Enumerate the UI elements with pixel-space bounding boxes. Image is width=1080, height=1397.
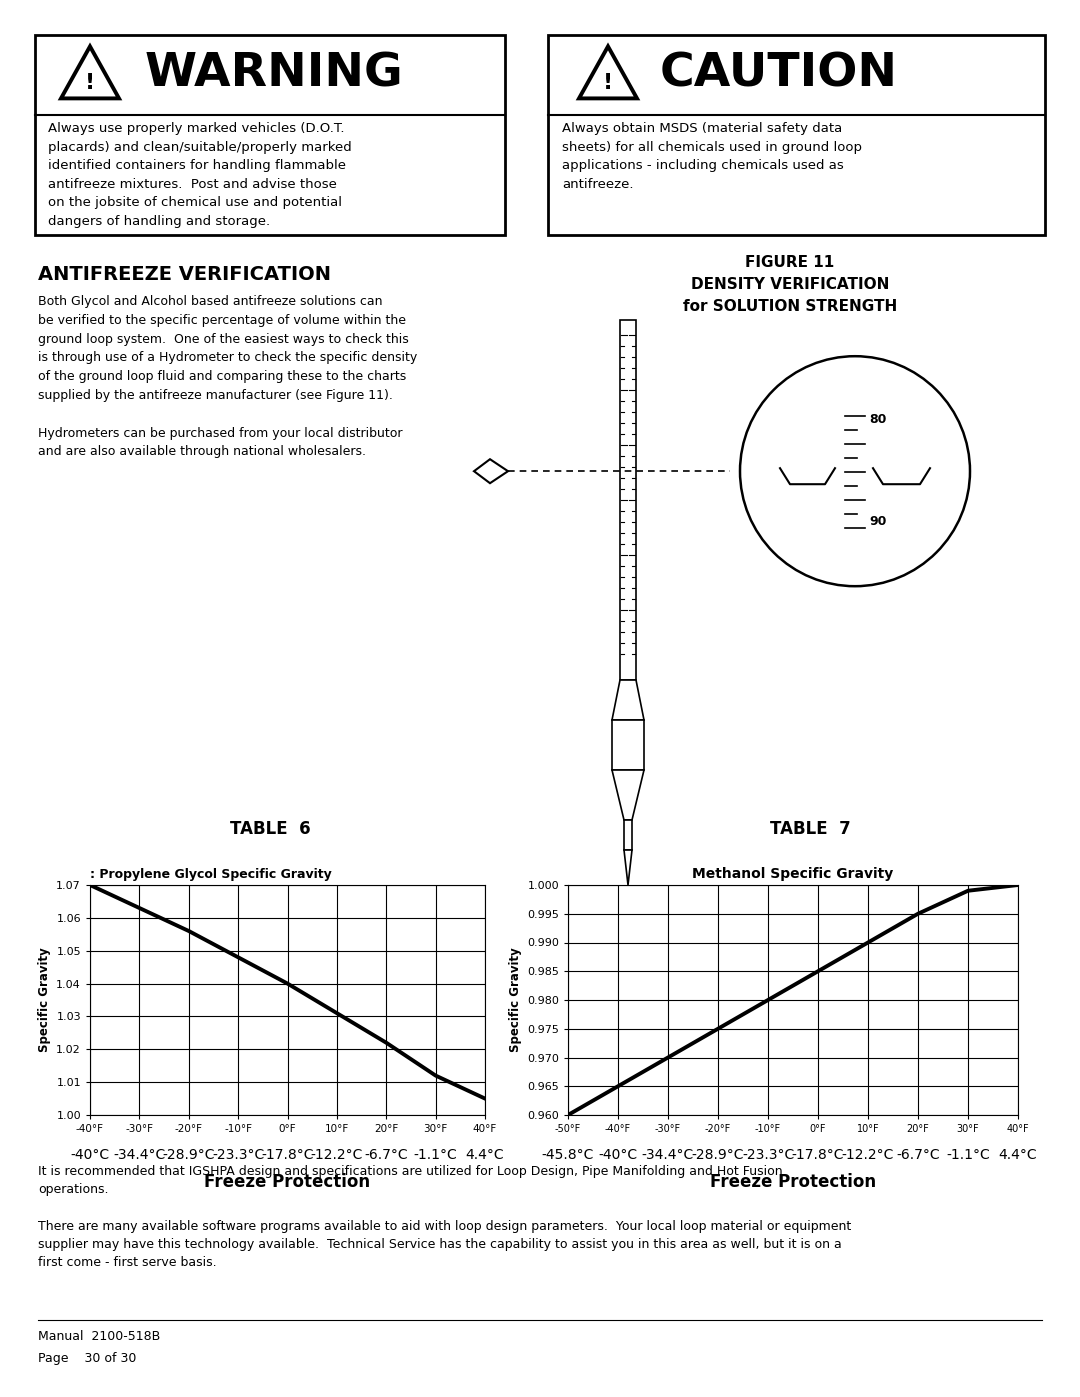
X-axis label: Freeze Protection: Freeze Protection	[710, 1173, 876, 1190]
Text: !: !	[85, 73, 95, 94]
Text: Manual  2100-518B
Page    30 of 30: Manual 2100-518B Page 30 of 30	[38, 1330, 160, 1365]
Bar	[624, 820, 632, 849]
Polygon shape	[593, 895, 663, 944]
X-axis label: Freeze Protection: Freeze Protection	[204, 1173, 370, 1190]
Text: WARNING: WARNING	[145, 52, 404, 96]
Text: CAUTION: CAUTION	[660, 52, 897, 96]
Text: FIGURE 11
DENSITY VERIFICATION
for SOLUTION STRENGTH: FIGURE 11 DENSITY VERIFICATION for SOLUT…	[683, 256, 897, 314]
Text: 80: 80	[869, 412, 887, 426]
Bar	[35, 35, 505, 235]
Text: It is recommended that IGSHPA design and specifications are utilized for Loop De: It is recommended that IGSHPA design and…	[38, 1165, 783, 1196]
Text: Always use properly marked vehicles (D.O.T.
placards) and clean/suitable/properl: Always use properly marked vehicles (D.O…	[48, 122, 352, 228]
Bar	[548, 35, 1045, 235]
Text: : Propylene Glycol Specific Gravity: : Propylene Glycol Specific Gravity	[90, 868, 332, 882]
Polygon shape	[612, 680, 644, 719]
Text: There are many available software programs available to aid with loop design par: There are many available software progra…	[38, 1220, 851, 1268]
Text: TABLE  6: TABLE 6	[230, 820, 310, 838]
Text: Always obtain MSDS (material safety data
sheets) for all chemicals used in groun: Always obtain MSDS (material safety data…	[562, 122, 862, 190]
Text: Both Glycol and Alcohol based antifreeze solutions can
be verified to the specif: Both Glycol and Alcohol based antifreeze…	[38, 295, 417, 458]
Y-axis label: Specific Gravity: Specific Gravity	[38, 947, 51, 1052]
Text: MIS-2666: MIS-2666	[728, 1004, 774, 1016]
Text: ANTIFREEZE VERIFICATION: ANTIFREEZE VERIFICATION	[38, 265, 330, 284]
Polygon shape	[624, 849, 632, 886]
Text: TABLE  7: TABLE 7	[770, 820, 850, 838]
Title: Methanol Specific Gravity: Methanol Specific Gravity	[692, 868, 893, 882]
Text: !: !	[603, 73, 613, 94]
Y-axis label: Specific Gravity: Specific Gravity	[509, 947, 522, 1052]
Bar	[593, 944, 663, 953]
Bar	[612, 719, 644, 770]
Polygon shape	[612, 770, 644, 820]
Bar	[620, 320, 636, 680]
Text: 90: 90	[869, 514, 887, 528]
